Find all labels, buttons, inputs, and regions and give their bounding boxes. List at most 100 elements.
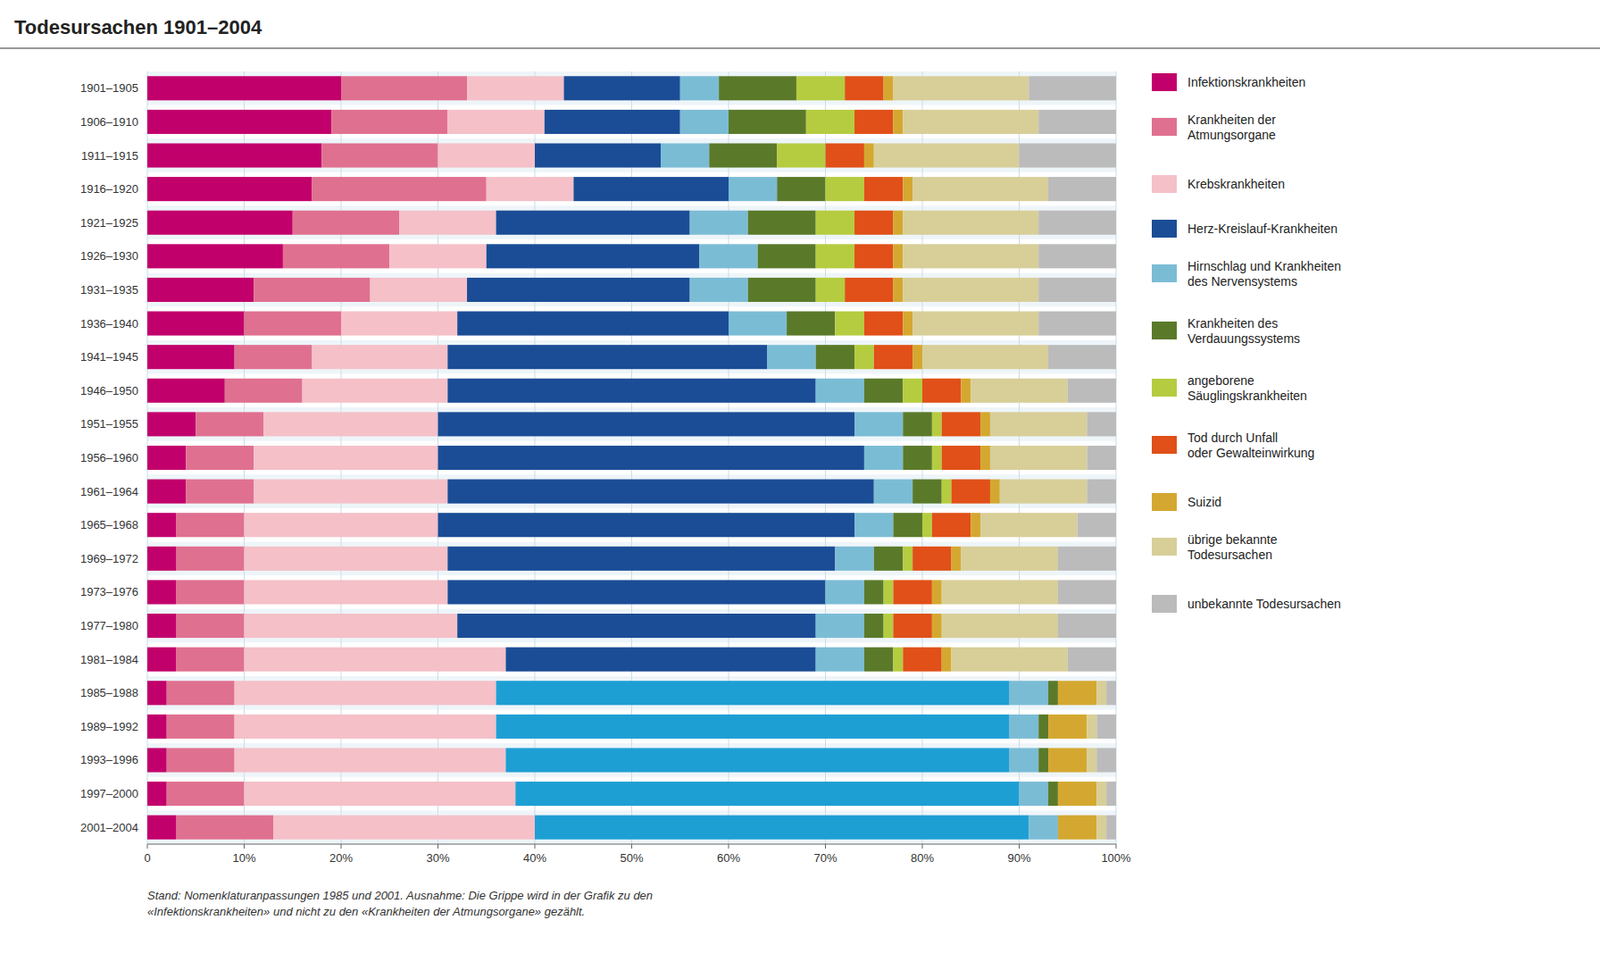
legend-swatch (1151, 378, 1177, 397)
bar-segment (951, 546, 962, 571)
legend-swatch (1151, 537, 1177, 556)
bar-segment (892, 277, 903, 302)
y-tick-label: 1941–1945 (80, 350, 139, 364)
bar-segment (1028, 815, 1059, 840)
footnote-line: «Infektionskrankheiten» und nicht zu den… (147, 904, 585, 918)
row-band (147, 71, 1117, 106)
background (0, 0, 1600, 979)
bar-segment (932, 445, 942, 470)
y-tick-label: 1997–2000 (80, 786, 139, 800)
bar-segment (1058, 613, 1117, 638)
x-tick-label: 100% (1100, 850, 1132, 865)
bar-segment (1038, 109, 1117, 134)
bar-segment (166, 781, 245, 806)
bar-segment (932, 411, 942, 436)
y-tick-label: 1961–1964 (80, 484, 139, 499)
legend-swatch (1151, 264, 1177, 283)
bar-segment (263, 411, 438, 436)
bar-segment (1058, 781, 1097, 806)
bar-segment (960, 546, 1059, 571)
legend-label-line: Krankheiten der (1187, 112, 1276, 127)
bar-segment (244, 781, 517, 806)
y-axis: 1901–19051906–19101911–19151916–19201921… (80, 81, 139, 834)
row-bands (147, 71, 1117, 844)
row-band (147, 675, 1117, 710)
bar-segment (912, 479, 942, 504)
y-tick-label: 1977–1980 (80, 618, 139, 633)
bar-segment (1096, 714, 1117, 739)
legend-label: Krebskrankheiten (1187, 176, 1285, 192)
bar-segment (1058, 815, 1097, 840)
bar-segment (932, 613, 942, 638)
bar-segment (990, 411, 1088, 436)
bar-segment (776, 142, 825, 167)
x-axis-line (147, 843, 1117, 845)
bar-segment (892, 579, 932, 604)
bar-segment (766, 344, 816, 369)
bar-segment (564, 75, 681, 100)
bar-segment (302, 378, 449, 403)
grid (147, 71, 1117, 844)
bar-segment (147, 680, 167, 705)
bar-segment (176, 579, 245, 604)
bar-segment (1048, 344, 1117, 369)
y-tick-label: 1956–1960 (80, 450, 139, 465)
bar-segment (708, 142, 777, 167)
row-band (147, 407, 1117, 442)
bar-segment (834, 546, 874, 571)
bar-segment (244, 613, 459, 638)
x-tick (243, 843, 245, 849)
bar-segment (941, 479, 952, 504)
row-band (147, 205, 1117, 240)
bar-segment (1009, 680, 1049, 705)
bar-segment (932, 512, 971, 537)
bar-segment (457, 613, 816, 638)
bar-segment (244, 546, 449, 571)
y-tick-label: 1946–1950 (80, 383, 139, 398)
bar-segment (980, 512, 1078, 537)
bar-segment (544, 109, 681, 134)
bar-segment (660, 142, 709, 167)
bar-segment (1086, 411, 1117, 436)
y-tick-label: 1936–1940 (80, 316, 139, 331)
bar-segment (147, 815, 177, 840)
bar-segment (892, 243, 903, 268)
bar-segment (244, 579, 449, 604)
bar-segment (185, 479, 254, 504)
x-tick (1116, 843, 1117, 849)
bar-segment (244, 647, 507, 672)
bar-segment (534, 142, 661, 167)
legend-label-line: Hirnschlag und Krankheiten (1187, 258, 1342, 274)
legend-label: Herz-Kreislauf-Krankheiten (1187, 221, 1338, 236)
bar-segment (1038, 210, 1117, 235)
x-tick-label: 20% (329, 850, 353, 865)
bar-segment (176, 512, 245, 537)
footnote-line: Stand: Nomenklaturanpassungen 1985 und 2… (147, 888, 653, 902)
bar-segment (534, 815, 1029, 840)
bar-segment (864, 647, 894, 672)
y-tick-label: 1901–1905 (80, 81, 139, 95)
x-tick (1018, 843, 1020, 849)
bar-segment (902, 311, 913, 336)
bar-segment (311, 344, 448, 369)
x-tick (341, 843, 342, 849)
bar-segment (195, 411, 264, 436)
bar-segment (854, 512, 893, 537)
bar-segment (1106, 680, 1117, 705)
bar-segment (370, 277, 468, 302)
bar-segment (728, 109, 807, 134)
bar-segment (147, 781, 167, 806)
legend-label-line: übrige bekannte (1187, 532, 1278, 547)
bar-segment (816, 613, 865, 638)
bar-segment (147, 243, 284, 268)
legend-label-line: Krankheiten des (1187, 316, 1278, 331)
bar-segment (505, 747, 1009, 772)
bar-segment (883, 613, 894, 638)
bar-segment (505, 647, 816, 672)
x-tick (922, 843, 924, 849)
bar-segment (1067, 647, 1117, 672)
bar-segment (147, 75, 342, 100)
bar-segment (941, 411, 981, 436)
bar-segment (816, 243, 855, 268)
bar-segment (447, 579, 825, 604)
